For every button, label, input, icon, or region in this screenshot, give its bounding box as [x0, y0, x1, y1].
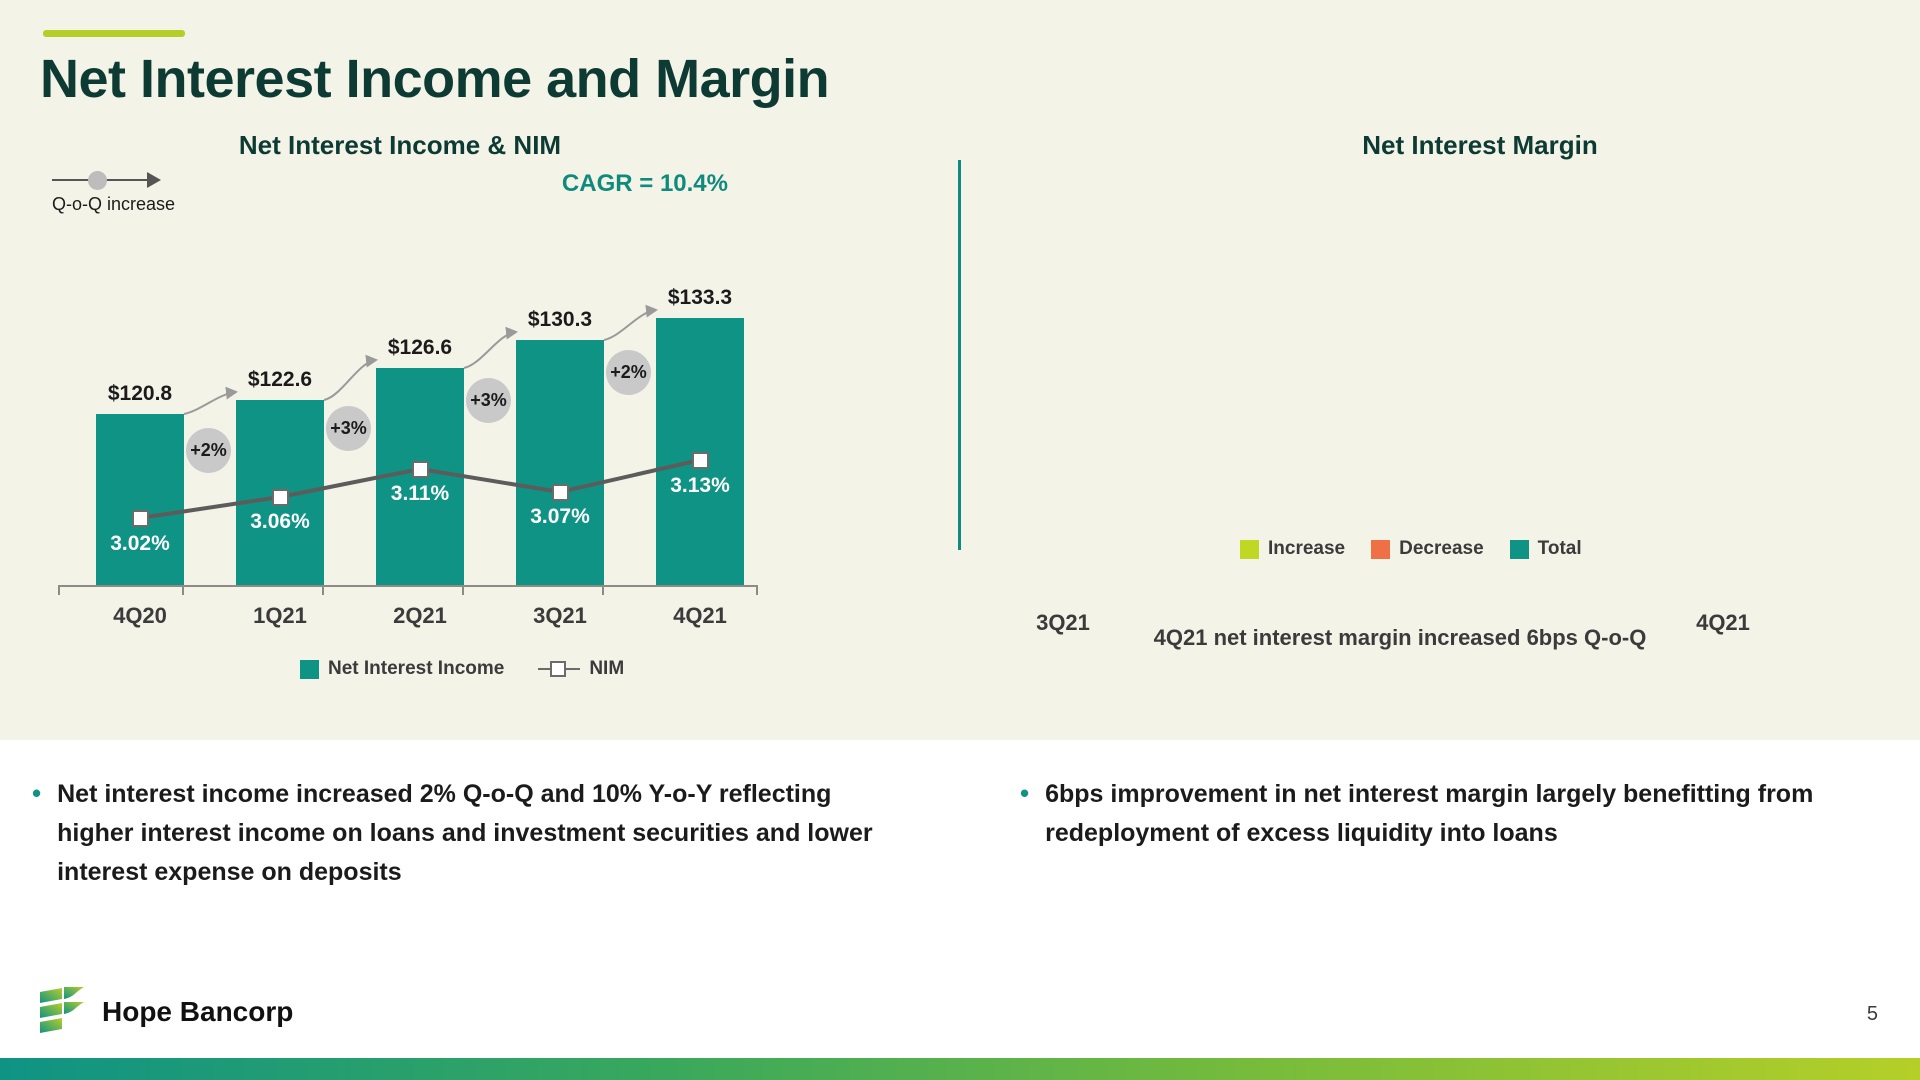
growth-arrows — [183, 304, 658, 415]
bar-value-label: $130.3 — [527, 308, 593, 331]
legend-item-decrease: Decrease — [1371, 538, 1484, 560]
cagr-label: CAGR = 10.4% — [561, 170, 728, 197]
x-axis-label: 3Q21 — [533, 603, 587, 628]
nim-data-point-marker — [412, 461, 429, 478]
axis-tick — [756, 585, 758, 595]
x-axis-label: 4Q21 — [1696, 610, 1750, 635]
company-name: Hope Bancorp — [102, 996, 294, 1027]
axis-tick — [182, 585, 184, 595]
axis-tick — [602, 585, 604, 595]
legend-label: Total — [1537, 538, 1582, 559]
waterfall-axis-caption: 4Q21 net interest margin increased 6bps … — [1153, 625, 1647, 650]
nim-data-point-marker — [692, 452, 709, 469]
bullet-item: • Net interest income increased 2% Q-o-Q… — [32, 775, 892, 891]
axis-tick — [58, 585, 60, 595]
nim-value-label: 3.07% — [530, 505, 590, 528]
bar-value-label: $133.3 — [667, 286, 733, 309]
legend-label: Decrease — [1399, 538, 1484, 559]
legend-label: Increase — [1268, 538, 1346, 559]
bottom-gradient-bar — [0, 1058, 1920, 1080]
legend-item-net-interest-income: Net Interest Income — [300, 658, 504, 680]
x-axis-label: 3Q21 — [1036, 610, 1090, 635]
page-title: Net Interest Income and Margin — [40, 49, 830, 109]
nim-value-label: 3.02% — [110, 532, 170, 555]
legend-swatch-icon — [1240, 539, 1259, 559]
legend-swatch-icon — [1509, 539, 1529, 559]
legend-line-marker-icon — [538, 660, 581, 678]
bullet-text: 6bps improvement in net interest margin … — [1045, 780, 1814, 847]
axis-tick — [462, 585, 464, 595]
bullet-column-right: • 6bps improvement in net interest margi… — [1020, 775, 1860, 853]
growth-rate-bubble: +2% — [186, 428, 231, 473]
nim-data-point-marker — [132, 510, 149, 527]
bar-value-label: $120.8 — [107, 382, 173, 405]
left-chart-title: Net Interest Income & NIM — [238, 130, 562, 160]
hope-bancorp-logo-icon — [40, 987, 84, 1033]
legend-swatch-icon — [300, 659, 319, 679]
x-axis-label: 2Q21 — [393, 603, 447, 628]
x-axis-label: 4Q21 — [673, 603, 727, 628]
x-axis-line — [58, 585, 758, 587]
left-plot-area: $120.8 3.02% $122.6 3.06% $126.6 3.11% $130.3 3… — [58, 210, 758, 628]
bar-value-label: $122.6 — [247, 368, 313, 391]
panel-divider — [958, 160, 961, 550]
bullet-dot-icon: • — [32, 778, 42, 808]
bullet-item: • 6bps improvement in net interest margi… — [1020, 775, 1860, 853]
bar-value-label: $126.6 — [387, 336, 453, 359]
growth-rate-bubble: +3% — [466, 378, 511, 423]
legend-label: NIM — [589, 658, 625, 679]
legend-item-increase: Increase — [1240, 538, 1345, 560]
legend-label: Net Interest Income — [328, 658, 505, 679]
accent-bar — [43, 30, 185, 37]
nim-data-point-marker — [552, 484, 569, 501]
legend-item-total: Total — [1509, 538, 1582, 560]
bullets-section: • Net interest income increased 2% Q-o-Q… — [0, 740, 1920, 1040]
slide-top-panel: Net Interest Income and Margin Net Inter… — [0, 0, 1920, 740]
left-chart-panel: Net Interest Income & NIM Q-o-Q increase… — [0, 120, 960, 700]
legend-item-nim: NIM — [538, 658, 624, 680]
nim-data-point-marker — [272, 489, 289, 506]
bullet-text: Net interest income increased 2% Q-o-Q a… — [57, 780, 873, 886]
bar-net-interest-income — [516, 340, 604, 585]
page-number: 5 — [1866, 1003, 1878, 1025]
bar-net-interest-income — [96, 414, 184, 585]
qoq-legend-label: Q-o-Q increase — [52, 194, 176, 214]
nim-value-label: 3.13% — [670, 474, 730, 497]
x-axis-label: 4Q20 — [113, 603, 167, 628]
right-chart-panel: Net Interest Margin 3.07%+8bpsAverage ca… — [960, 120, 1920, 700]
bar-net-interest-income — [656, 318, 744, 585]
nim-value-label: 3.11% — [390, 482, 450, 505]
footer-logo: Hope Bancorp — [38, 986, 293, 1038]
right-chart-legend: Increase Decrease Total — [1240, 538, 1582, 560]
qoq-arrow-icon — [52, 168, 164, 192]
growth-rate-bubble: +2% — [606, 350, 651, 395]
left-chart-legend: Net Interest Income NIM — [300, 658, 624, 680]
qoq-increase-legend: Q-o-Q increase — [52, 168, 232, 215]
legend-swatch-icon — [1371, 539, 1391, 559]
axis-tick — [322, 585, 324, 595]
bullet-column-left: • Net interest income increased 2% Q-o-Q… — [32, 775, 892, 891]
growth-rate-bubble: +3% — [326, 406, 371, 451]
bullet-dot-icon: • — [1020, 778, 1030, 808]
right-chart-title: Net Interest Margin — [1362, 130, 1598, 160]
nim-value-label: 3.06% — [250, 510, 310, 533]
x-axis-label: 1Q21 — [253, 603, 307, 628]
